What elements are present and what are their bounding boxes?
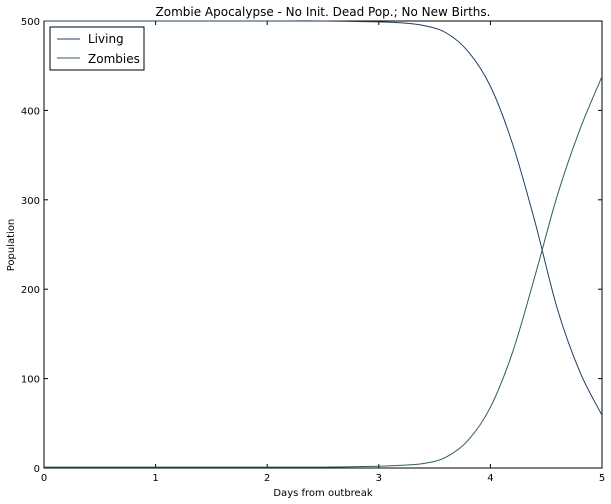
- x-axis-label: Days from outbreak: [273, 488, 372, 499]
- x-tick-label: 4: [487, 473, 493, 484]
- legend-label-living: Living: [88, 32, 124, 46]
- y-tick-label: 500: [21, 17, 40, 28]
- x-tick-label: 1: [152, 473, 158, 484]
- chart-title: Zombie Apocalypse - No Init. Dead Pop.; …: [156, 5, 491, 19]
- series-line-living: [44, 20, 603, 416]
- series-lines: [44, 20, 603, 468]
- y-axis-label: Population: [6, 219, 17, 272]
- plot-area: [43, 20, 603, 469]
- x-tick-label: 2: [264, 473, 270, 484]
- y-tick-label: 100: [21, 375, 40, 386]
- x-tick-label: 5: [599, 473, 605, 484]
- y-tick-label: 400: [21, 106, 40, 117]
- legend-box: [49, 26, 145, 71]
- series-line-zombies: [44, 76, 603, 468]
- y-tick-label: 0: [34, 464, 40, 475]
- legend-label-zombies: Zombies: [88, 52, 140, 66]
- y-tick-label: 200: [21, 285, 40, 296]
- y-tick-label: 300: [21, 196, 40, 207]
- x-tick-label: 0: [41, 473, 47, 484]
- legend: Living Zombies: [49, 26, 145, 71]
- x-tick-label: 3: [376, 473, 382, 484]
